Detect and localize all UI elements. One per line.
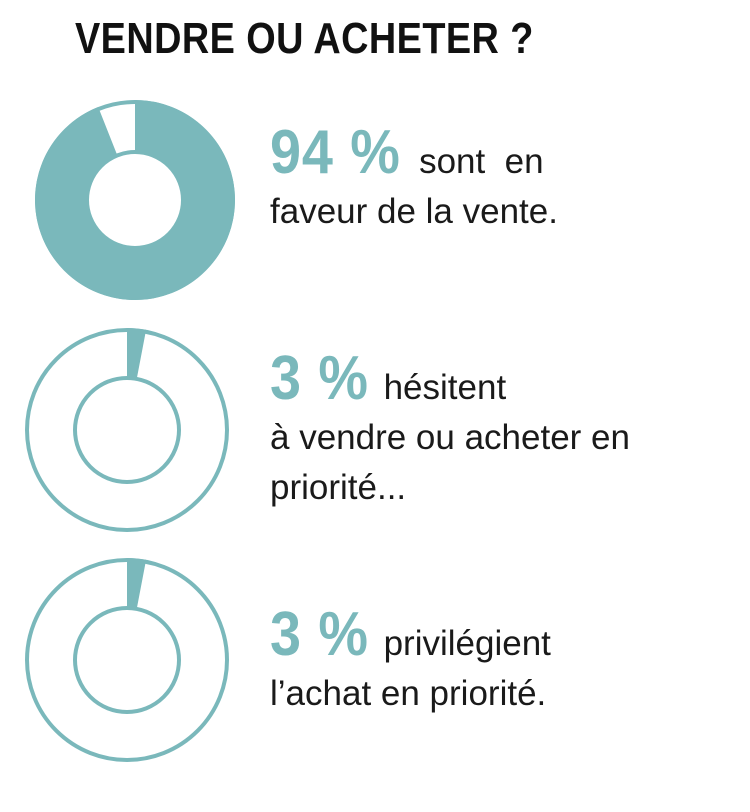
- stat-text: hésitent: [383, 368, 507, 407]
- stat-text: priorité...: [270, 468, 407, 507]
- donut-inner-ring: [73, 376, 181, 484]
- donut-slice-3: [127, 558, 147, 609]
- stat-block-hesitate: 3 % hésitent à vendre ou acheter en prio…: [270, 344, 630, 513]
- donut-inner-ring: [85, 150, 185, 250]
- stat-percent: 3 %: [270, 600, 369, 669]
- stat-block-buy: 3 % privilégient l’achat en priorité.: [270, 600, 551, 719]
- stat-text: sont en: [419, 142, 544, 181]
- stat-block-sell: 94 % sont en faveur de la vente.: [270, 118, 558, 237]
- stat-text: privilégient: [383, 624, 551, 663]
- stat-percent: 94 %: [270, 118, 401, 187]
- stat-text: l’achat en priorité.: [270, 674, 547, 713]
- stat-text: à vendre ou acheter en: [270, 418, 630, 457]
- donut-inner-ring: [73, 606, 181, 714]
- stat-percent: 3 %: [270, 344, 369, 413]
- stat-text: faveur de la vente.: [270, 192, 558, 231]
- infographic-title: VENDRE OU ACHETER ?: [75, 14, 534, 63]
- donut-slice-2: [127, 328, 147, 379]
- donut-slice-1: [34, 100, 236, 300]
